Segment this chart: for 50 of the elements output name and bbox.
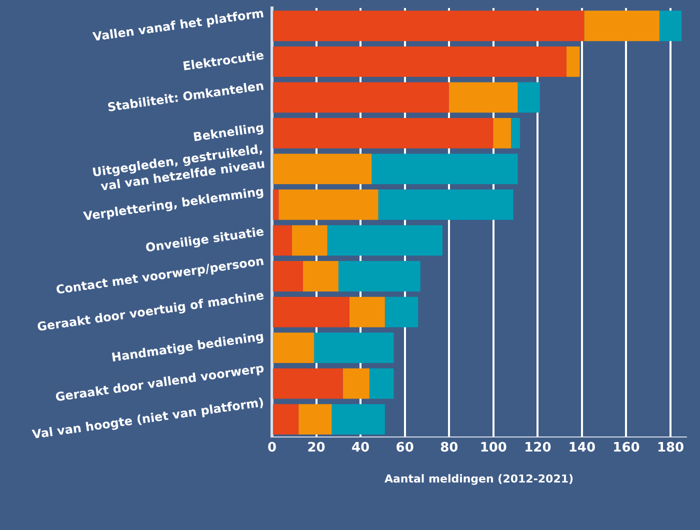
- x-tick-label: 60: [396, 440, 414, 456]
- x-tick-label: 140: [568, 440, 596, 456]
- x-tick-label: 0: [267, 440, 277, 456]
- bar: [273, 296, 350, 328]
- bar: [659, 10, 682, 42]
- bar: [302, 261, 338, 292]
- bar: [278, 190, 378, 220]
- bar: [273, 10, 584, 42]
- bar: [273, 82, 450, 113]
- bar: [273, 368, 343, 399]
- bar: [273, 261, 303, 292]
- bar: [511, 118, 520, 148]
- bar: [338, 261, 420, 292]
- bar: [273, 154, 372, 184]
- bar: [298, 404, 332, 435]
- bar: [273, 190, 279, 220]
- y-tick-label: Vallen vanaf het platform: [92, 6, 265, 44]
- bar: [449, 82, 518, 113]
- bar: [332, 404, 385, 435]
- bar: [292, 225, 328, 256]
- bar: [314, 332, 394, 363]
- y-tick-label: Elektrocutie: [182, 48, 265, 74]
- x-tick-label: 20: [307, 440, 326, 456]
- bar: [342, 368, 370, 399]
- x-tick-label: 40: [352, 440, 370, 456]
- bar: [372, 154, 518, 184]
- bar: [273, 404, 299, 435]
- bar: [369, 368, 394, 399]
- x-axis-title: Aantal meldingen (2012-2021): [384, 472, 574, 486]
- y-tick-label: Handmatige bediening: [110, 329, 265, 365]
- x-tick-label: 180: [656, 440, 684, 456]
- y-tick-label: Beknelling: [192, 120, 265, 144]
- bar: [566, 46, 580, 77]
- bar: [273, 332, 314, 363]
- bar: [327, 225, 442, 256]
- y-tick-label: Stabiliteit: Omkantelen: [106, 78, 265, 114]
- x-tick-label: 120: [524, 440, 552, 456]
- y-tick-label: Onveilige situatie: [144, 224, 265, 255]
- x-tick-label: 80: [440, 440, 458, 456]
- bar: [273, 118, 494, 148]
- bar: [518, 82, 540, 113]
- bar: [493, 118, 512, 148]
- bar: [584, 10, 660, 42]
- bar: [384, 296, 418, 328]
- bar: [378, 190, 514, 220]
- bar: [349, 296, 385, 328]
- x-tick-label: 160: [612, 440, 640, 456]
- bar: [273, 225, 292, 256]
- bar: [273, 46, 566, 77]
- x-tick-label: 100: [480, 440, 507, 456]
